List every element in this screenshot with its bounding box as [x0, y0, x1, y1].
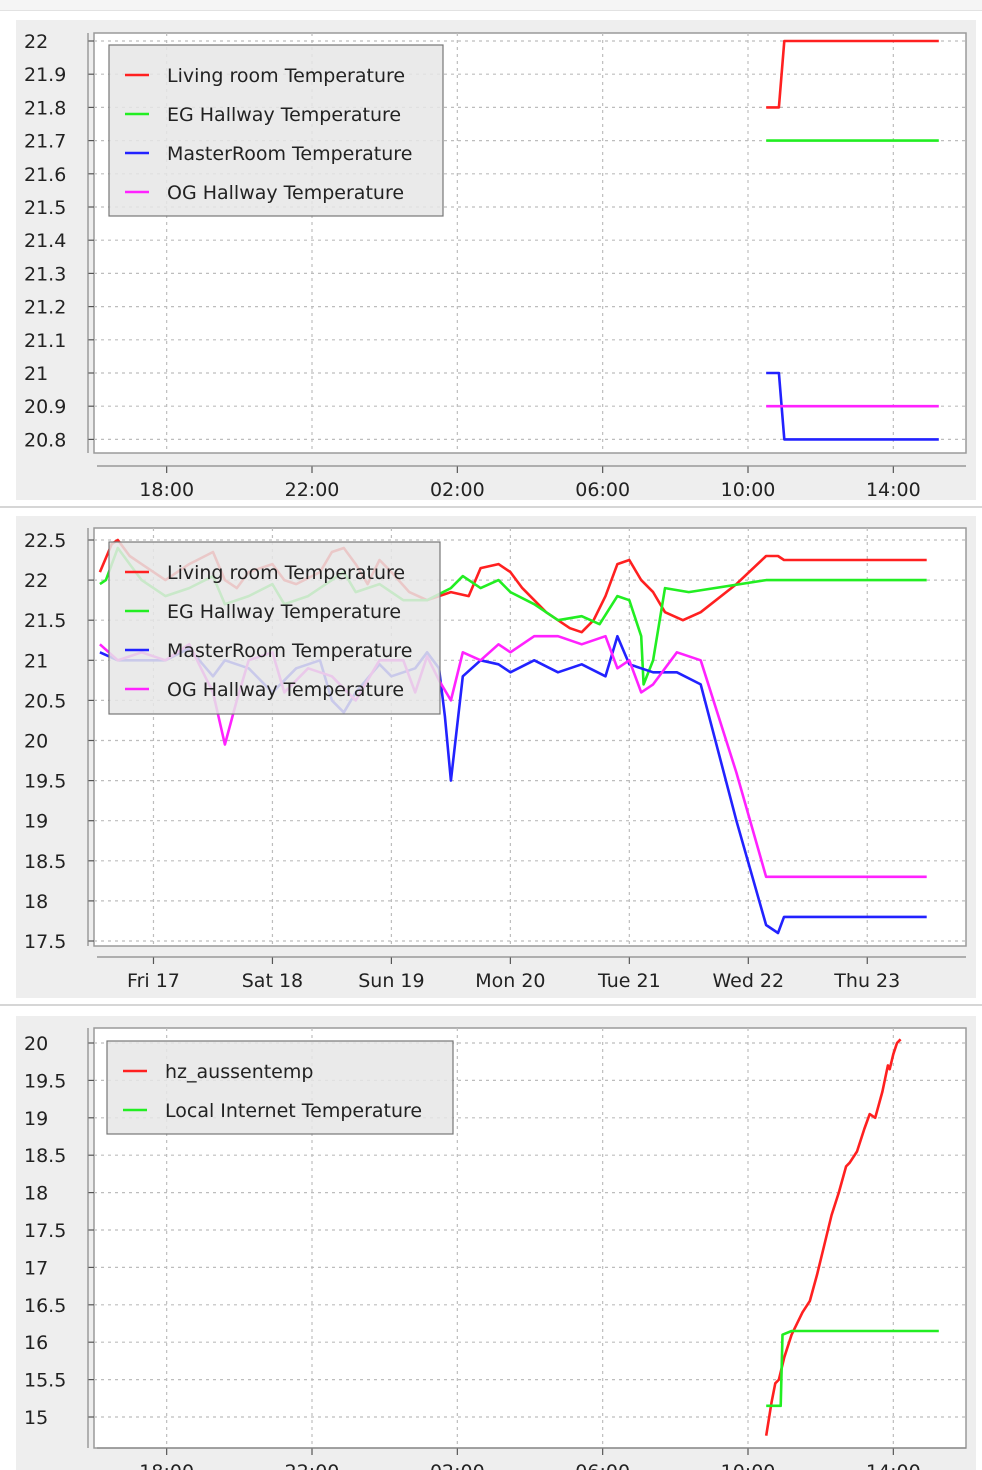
- y-tick-label: 17: [24, 1257, 48, 1279]
- x-tick-label: Tue 21: [597, 970, 661, 992]
- series-line: [766, 39, 939, 109]
- x-tick-label: Thu 23: [833, 970, 900, 992]
- legend-box: [108, 44, 444, 217]
- y-tick-label: 20: [24, 731, 48, 753]
- x-tick-label: Fri 17: [127, 970, 180, 992]
- legend-label: OG Hallway Temperature: [167, 182, 404, 204]
- x-tick-label: Sat 18: [242, 970, 303, 992]
- panel-separator: [0, 506, 982, 508]
- y-tick-label: 21.4: [24, 230, 66, 252]
- legend-label: hz_aussentemp: [165, 1061, 313, 1083]
- legend-label: Living room Temperature: [167, 562, 405, 584]
- y-tick-label: 21.2: [24, 297, 66, 319]
- legend-box: [106, 1040, 454, 1135]
- x-tick-label: 10:00: [721, 1461, 776, 1470]
- legend-label: EG Hallway Temperature: [167, 601, 401, 623]
- y-tick-label: 19: [24, 811, 48, 833]
- y-tick-label: 18.5: [24, 851, 66, 873]
- panel-separator: [0, 1004, 982, 1006]
- chart-panel-2: 22.5 22 21.5 21 20.5 20 19.5 19 18.5 18 17.5 Fri 17…: [16, 516, 976, 998]
- y-tick-label: 18: [24, 1183, 48, 1205]
- x-tick-label: 18:00: [139, 479, 194, 500]
- chart-svg-1: 22 21.9 21.8 21.7 21.6 21.5 21.4 21.3 21.2 21.1 21…: [24, 31, 967, 500]
- legend-box: [108, 541, 441, 715]
- x-tick-label: 22:00: [285, 1461, 340, 1470]
- y-tick-label: 18: [24, 891, 48, 913]
- x-tick-label: 02:00: [430, 1461, 485, 1470]
- y-tick-label: 19.5: [24, 1070, 66, 1092]
- y-tick-label: 21.5: [24, 610, 66, 632]
- x-tick-label: 18:00: [139, 1461, 194, 1470]
- chart-svg-3: 20 19.5 19 18.5 18 17.5 17 16.5 16 15.5 15 18:00 22:…: [24, 1027, 967, 1470]
- y-tick-label: 22: [24, 570, 48, 592]
- y-tick-label: 21.3: [24, 263, 66, 285]
- window-top-edge: [0, 0, 982, 11]
- x-tick-label: Mon 20: [475, 970, 545, 992]
- y-tick-label: 22: [24, 31, 48, 53]
- y-tick-label: 21.9: [24, 64, 66, 86]
- y-tick-label: 21.5: [24, 197, 66, 219]
- y-tick-label: 21.8: [24, 97, 66, 119]
- series-line: [99, 634, 927, 879]
- x-tick-label: 14:00: [866, 479, 921, 500]
- legend-label: EG Hallway Temperature: [167, 104, 401, 126]
- x-tick-label: 06:00: [575, 479, 630, 500]
- x-tick-label: 22:00: [285, 479, 340, 500]
- y-tick-label: 19.5: [24, 771, 66, 793]
- y-tick-label: 21.6: [24, 164, 66, 186]
- y-tick-label: 18.5: [24, 1145, 66, 1167]
- y-tick-label: 21.1: [24, 330, 66, 352]
- x-tick-label: 14:00: [866, 1461, 921, 1470]
- x-tick-label: 10:00: [721, 479, 776, 500]
- y-tick-label: 20.8: [24, 429, 66, 451]
- legend-label: OG Hallway Temperature: [167, 679, 404, 701]
- chart-panel-3: 20 19.5 19 18.5 18 17.5 17 16.5 16 15.5 15 18:00 22:…: [16, 1016, 976, 1470]
- chart-panel-1: 22 21.9 21.8 21.7 21.6 21.5 21.4 21.3 21.2 21.1 21…: [16, 20, 976, 500]
- y-tick-label: 20.5: [24, 690, 66, 712]
- x-tick-label: Sun 19: [358, 970, 424, 992]
- y-tick-label: 21: [24, 650, 48, 672]
- y-tick-label: 19: [24, 1108, 48, 1130]
- series-line: [766, 1329, 939, 1408]
- y-tick-label: 20.9: [24, 396, 66, 418]
- legend-label: MasterRoom Temperature: [167, 640, 412, 662]
- legend-label: Local Internet Temperature: [165, 1100, 422, 1122]
- x-tick-label: Wed 22: [712, 970, 784, 992]
- y-tick-label: 17.5: [24, 931, 66, 953]
- x-tick-label: 02:00: [430, 479, 485, 500]
- y-tick-label: 15.5: [24, 1370, 66, 1392]
- chart-svg-2: 22.5 22 21.5 21 20.5 20 19.5 19 18.5 18 17.5 Fri 17…: [24, 527, 967, 992]
- series-line: [764, 1038, 902, 1436]
- y-tick-label: 15: [24, 1407, 48, 1429]
- y-tick-label: 21: [24, 363, 48, 385]
- y-tick-label: 16: [24, 1332, 48, 1354]
- y-tick-label: 22.5: [24, 530, 66, 552]
- x-tick-label: 06:00: [575, 1461, 630, 1470]
- y-tick-label: 17.5: [24, 1220, 66, 1242]
- y-tick-label: 16.5: [24, 1295, 66, 1317]
- y-tick-label: 20: [24, 1033, 48, 1055]
- legend-label: MasterRoom Temperature: [167, 143, 412, 165]
- legend-label: Living room Temperature: [167, 65, 405, 87]
- y-tick-label: 21.7: [24, 131, 66, 153]
